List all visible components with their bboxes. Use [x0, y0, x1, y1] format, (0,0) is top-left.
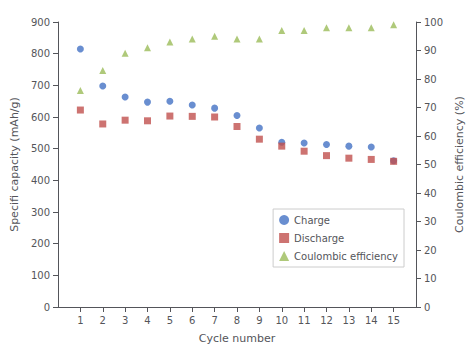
svg-text:90: 90: [424, 45, 437, 56]
svg-text:Discharge: Discharge: [294, 233, 344, 244]
svg-text:12: 12: [320, 315, 333, 326]
svg-text:8: 8: [234, 315, 240, 326]
svg-text:900: 900: [31, 17, 50, 28]
svg-text:70: 70: [424, 102, 437, 113]
svg-text:30: 30: [424, 216, 437, 227]
svg-text:Specifi capacity (mAh/g): Specifi capacity (mAh/g): [8, 97, 21, 232]
svg-text:40: 40: [424, 188, 437, 199]
svg-text:600: 600: [31, 112, 50, 123]
svg-text:100: 100: [31, 270, 50, 281]
svg-text:10: 10: [424, 273, 437, 284]
svg-text:Charge: Charge: [294, 215, 330, 226]
svg-text:800: 800: [31, 48, 50, 59]
svg-text:10: 10: [275, 315, 288, 326]
svg-text:2: 2: [100, 315, 106, 326]
svg-text:0: 0: [424, 302, 430, 313]
svg-text:11: 11: [298, 315, 311, 326]
svg-text:Cycle number: Cycle number: [199, 332, 276, 345]
svg-text:60: 60: [424, 131, 437, 142]
svg-text:14: 14: [365, 315, 378, 326]
svg-text:100: 100: [424, 17, 443, 28]
svg-text:1: 1: [77, 315, 83, 326]
svg-text:200: 200: [31, 238, 50, 249]
svg-text:50: 50: [424, 159, 437, 170]
svg-text:13: 13: [343, 315, 356, 326]
svg-text:9: 9: [256, 315, 262, 326]
svg-text:700: 700: [31, 80, 50, 91]
svg-text:Coulombic efficiency (%): Coulombic efficiency (%): [453, 96, 466, 233]
svg-text:500: 500: [31, 143, 50, 154]
svg-text:Coulombic efficiency: Coulombic efficiency: [294, 251, 398, 262]
svg-text:15: 15: [387, 315, 400, 326]
svg-text:300: 300: [31, 207, 50, 218]
svg-text:7: 7: [211, 315, 217, 326]
svg-text:6: 6: [189, 315, 195, 326]
svg-text:80: 80: [424, 74, 437, 85]
svg-text:20: 20: [424, 245, 437, 256]
svg-text:0: 0: [44, 302, 50, 313]
svg-text:5: 5: [167, 315, 173, 326]
svg-text:4: 4: [144, 315, 150, 326]
svg-text:3: 3: [122, 315, 128, 326]
svg-text:400: 400: [31, 175, 50, 186]
